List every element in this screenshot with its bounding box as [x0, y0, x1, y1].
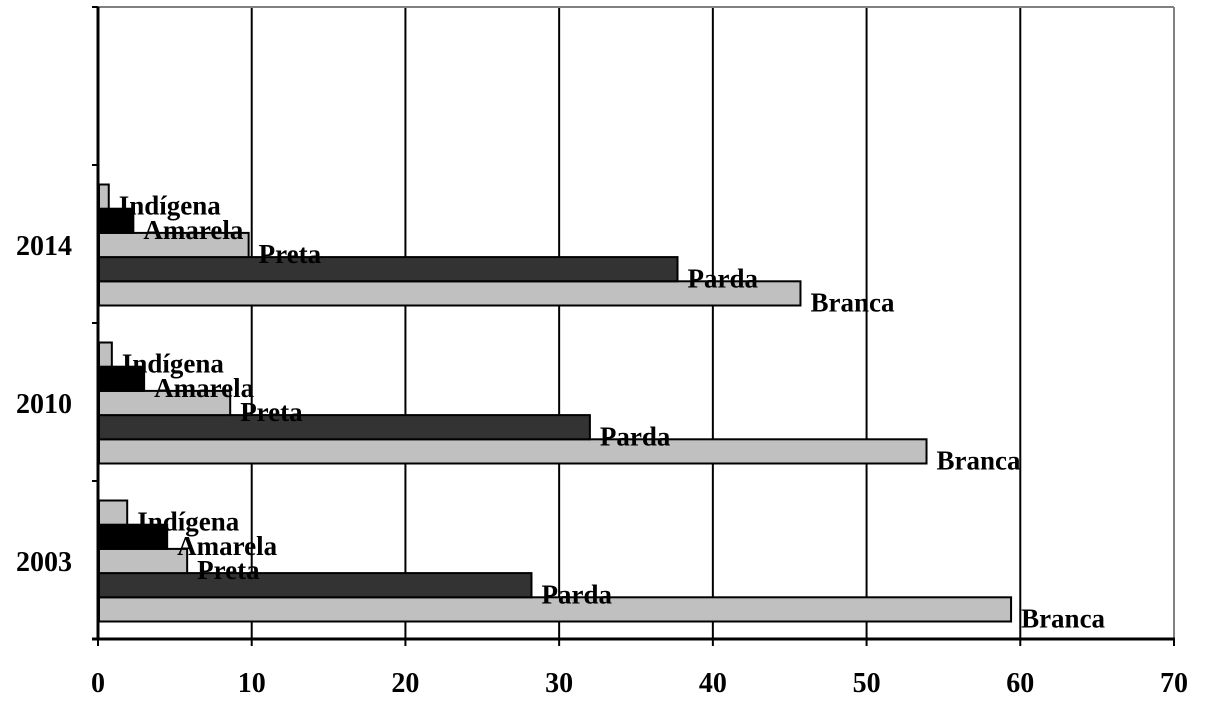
x-tick-label-50: 50	[853, 668, 881, 699]
bar-label-2010-indígena: Indígena	[122, 349, 225, 379]
bar-2003-parda	[98, 572, 533, 599]
bar-2010-parda	[98, 414, 591, 441]
bar-2014-indígena	[98, 183, 110, 210]
bar-label-2010-amarela: Amarela	[154, 373, 254, 403]
bar-label-2003-amarela: Amarela	[177, 531, 277, 561]
bar-label-2010-preta: Preta	[240, 397, 303, 427]
bar-label-2010-branca: Branca	[937, 446, 1021, 476]
x-tick-label-30: 30	[545, 668, 573, 699]
category-label-2014: 2014	[16, 231, 72, 262]
x-tick-label-0: 0	[91, 668, 105, 699]
x-tick-label-40: 40	[699, 668, 727, 699]
x-tick-label-60: 60	[1006, 668, 1034, 699]
bar-2010-indígena	[98, 341, 113, 368]
bar-label-2014-branca: Branca	[810, 288, 894, 318]
bar-label-2014-parda: Parda	[688, 263, 759, 293]
x-tick-label-20: 20	[391, 668, 419, 699]
x-axis: 0 10 20 30 40 50 60 70	[91, 637, 1188, 699]
x-tick-label-70: 70	[1160, 668, 1188, 699]
bar-2003-amarela	[98, 523, 169, 550]
bar-2003-preta	[98, 547, 189, 575]
bar-label-2003-branca: Branca	[1021, 604, 1105, 634]
bar-2010-preta	[98, 389, 232, 417]
bar-label-2003-indígena: Indígena	[137, 507, 240, 537]
bar-2014-parda	[98, 256, 679, 283]
bar-label-2014-indígena: Indígena	[119, 191, 222, 221]
bar-label-2003-parda: Parda	[541, 579, 612, 609]
bar-label-2003-preta: Preta	[197, 555, 260, 585]
bar-2014-branca	[98, 280, 802, 307]
bar-label-2014-preta: Preta	[259, 239, 322, 269]
bar-label-2014-amarela: Amarela	[143, 215, 243, 245]
category-label-2003: 2003	[16, 547, 72, 578]
category-label-2010: 2010	[16, 389, 72, 420]
bar-2010-branca	[98, 438, 928, 465]
bar-labels: BrancaPardaPretaAmarelaIndígenaBrancaPar…	[119, 191, 1106, 634]
bar-2003-indígena	[98, 499, 129, 526]
y-axis: 2003 2010 2014	[16, 6, 100, 640]
x-tick-label-10: 10	[238, 668, 266, 699]
vertical-gridlines	[250, 7, 1022, 639]
plot-frame	[98, 6, 1175, 639]
bar-label-2010-parda: Parda	[600, 421, 671, 451]
